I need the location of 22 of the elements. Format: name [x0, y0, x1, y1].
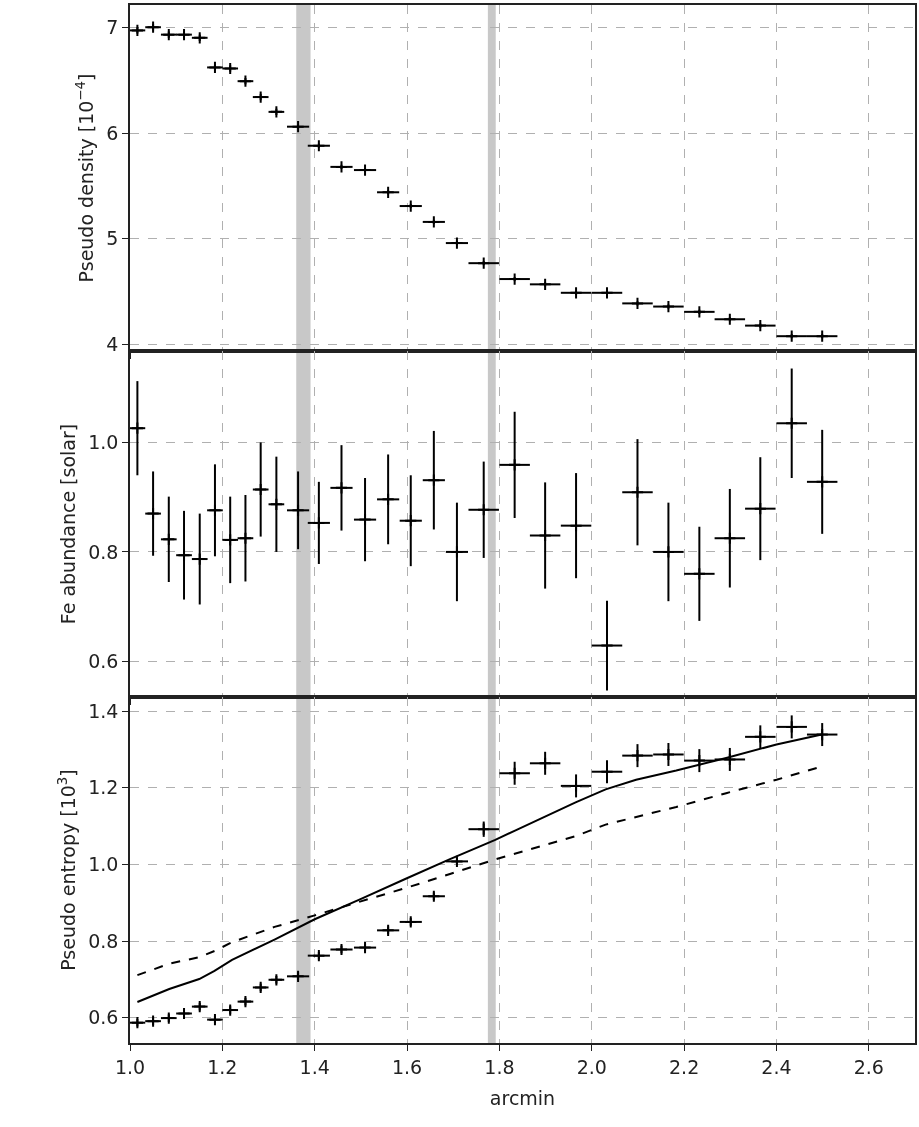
x-tick-label: 1.6 — [391, 1055, 423, 1078]
x-tick-label: 2.0 — [576, 1055, 607, 1078]
y-tick-label: 1.2 — [88, 776, 119, 799]
y-axis-title: Fe abundance [solar] — [56, 423, 79, 625]
y-tick-label: 0.6 — [88, 1006, 119, 1029]
y-tick-label: 5 — [106, 227, 119, 250]
x-tick-label: 2.2 — [669, 1055, 700, 1078]
y-tick-label: 1.0 — [88, 853, 119, 876]
x-tick-label: 2.4 — [761, 1055, 792, 1078]
x-tick-label: 1.4 — [299, 1055, 330, 1078]
x-tick-label: 1.8 — [484, 1055, 515, 1078]
x-axis-title: arcmin — [489, 1086, 556, 1109]
y-tick-label: 0.6 — [88, 650, 119, 673]
y-tick-label: 6 — [106, 121, 119, 144]
y-tick-label: 1.0 — [88, 431, 119, 454]
y-tick-label: 7 — [106, 15, 119, 38]
y-tick-label: 0.8 — [88, 540, 119, 563]
y-tick-label: 1.4 — [88, 699, 119, 722]
y-tick-label: 0.8 — [88, 929, 119, 952]
y-tick-label: 4 — [106, 333, 119, 356]
x-tick-label: 2.6 — [853, 1055, 884, 1078]
x-tick-label: 1.2 — [207, 1055, 238, 1078]
